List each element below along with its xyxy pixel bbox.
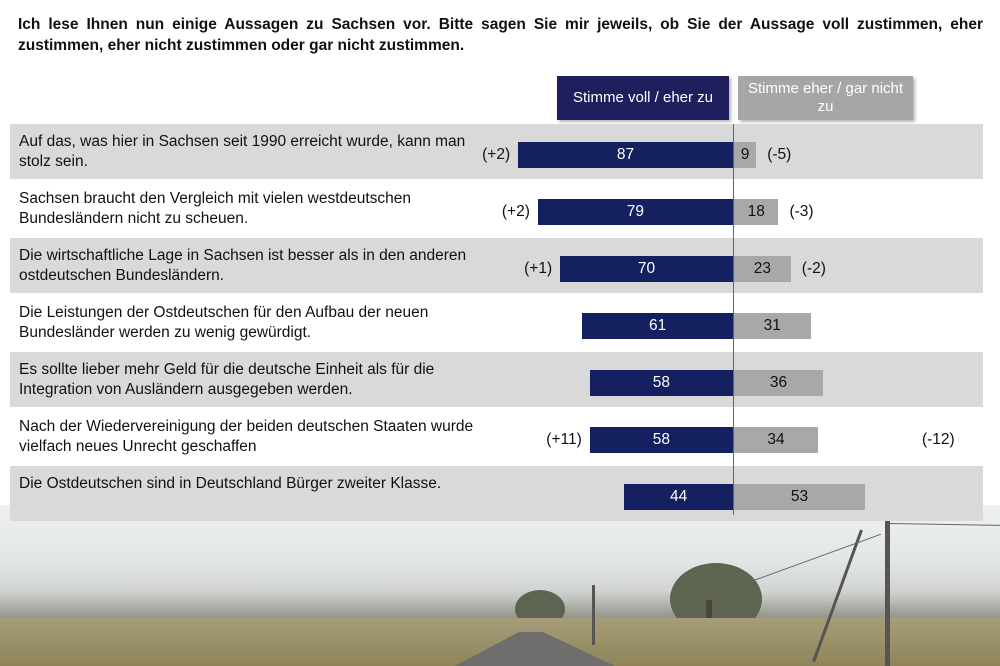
disagree-bar: 53 [734,484,865,510]
disagree-change: (-3) [789,203,814,220]
legend-agree-label: Stimme voll / eher zu [572,89,714,106]
agree-bar: 58 [589,427,733,453]
statement-text: Die wirtschaftliche Lage in Sachsen ist … [19,247,467,284]
statement-text: Die Leistungen der Ostdeutschen für den … [19,304,429,341]
disagree-change: (-12) [921,431,955,448]
disagree-bar: 36 [734,370,823,396]
question-title: Ich lese Ihnen nun einige Aussagen zu Sa… [18,16,983,54]
table-row: Die Leistungen der Ostdeutschen für den … [10,295,983,350]
agree-change: (+11) [546,431,582,448]
table-row: Sachsen braucht den Vergleich mit vielen… [10,181,983,236]
agree-bar: 70 [560,256,733,282]
agree-bar: 61 [582,313,733,339]
agree-change: (+2) [501,203,530,220]
center-divider [733,124,734,515]
statement-text: Die Ostdeutschen sind in Deutschland Bür… [19,475,442,492]
agree-bar: 44 [624,484,733,510]
legend-agree: Stimme voll / eher zu [557,76,729,120]
statement-text: Nach der Wiedervereinigung der beiden de… [19,418,474,455]
disagree-bar: 23 [734,256,791,282]
disagree-bar: 34 [734,427,818,453]
table-row: Nach der Wiedervereinigung der beiden de… [10,409,983,464]
disagree-bar: 31 [734,313,811,339]
legend-disagree: Stimme eher / gar nicht zu [738,76,913,120]
statement-text: Es sollte lieber mehr Geld für die deuts… [19,361,435,398]
agree-change: (+1) [524,260,553,277]
disagree-bar: 9 [734,142,757,168]
statement-text: Auf das, was hier in Sachsen seit 1990 e… [19,133,466,170]
table-row: Es sollte lieber mehr Geld für die deuts… [10,352,983,407]
agree-bar: 87 [518,142,733,168]
agree-change: (+2) [482,146,511,163]
disagree-change: (-5) [767,146,792,163]
table-row: Die wirtschaftliche Lage in Sachsen ist … [10,238,983,293]
table-row: Die Ostdeutschen sind in Deutschland Bür… [10,466,983,521]
disagree-change: (-2) [801,260,826,277]
legend-disagree-label: Stimme eher / gar nicht zu [747,80,904,115]
agree-bar: 79 [537,199,733,225]
statement-text: Sachsen braucht den Vergleich mit vielen… [19,190,412,227]
disagree-bar: 18 [734,199,779,225]
table-row: Auf das, was hier in Sachsen seit 1990 e… [10,124,983,179]
agree-bar: 58 [589,370,733,396]
